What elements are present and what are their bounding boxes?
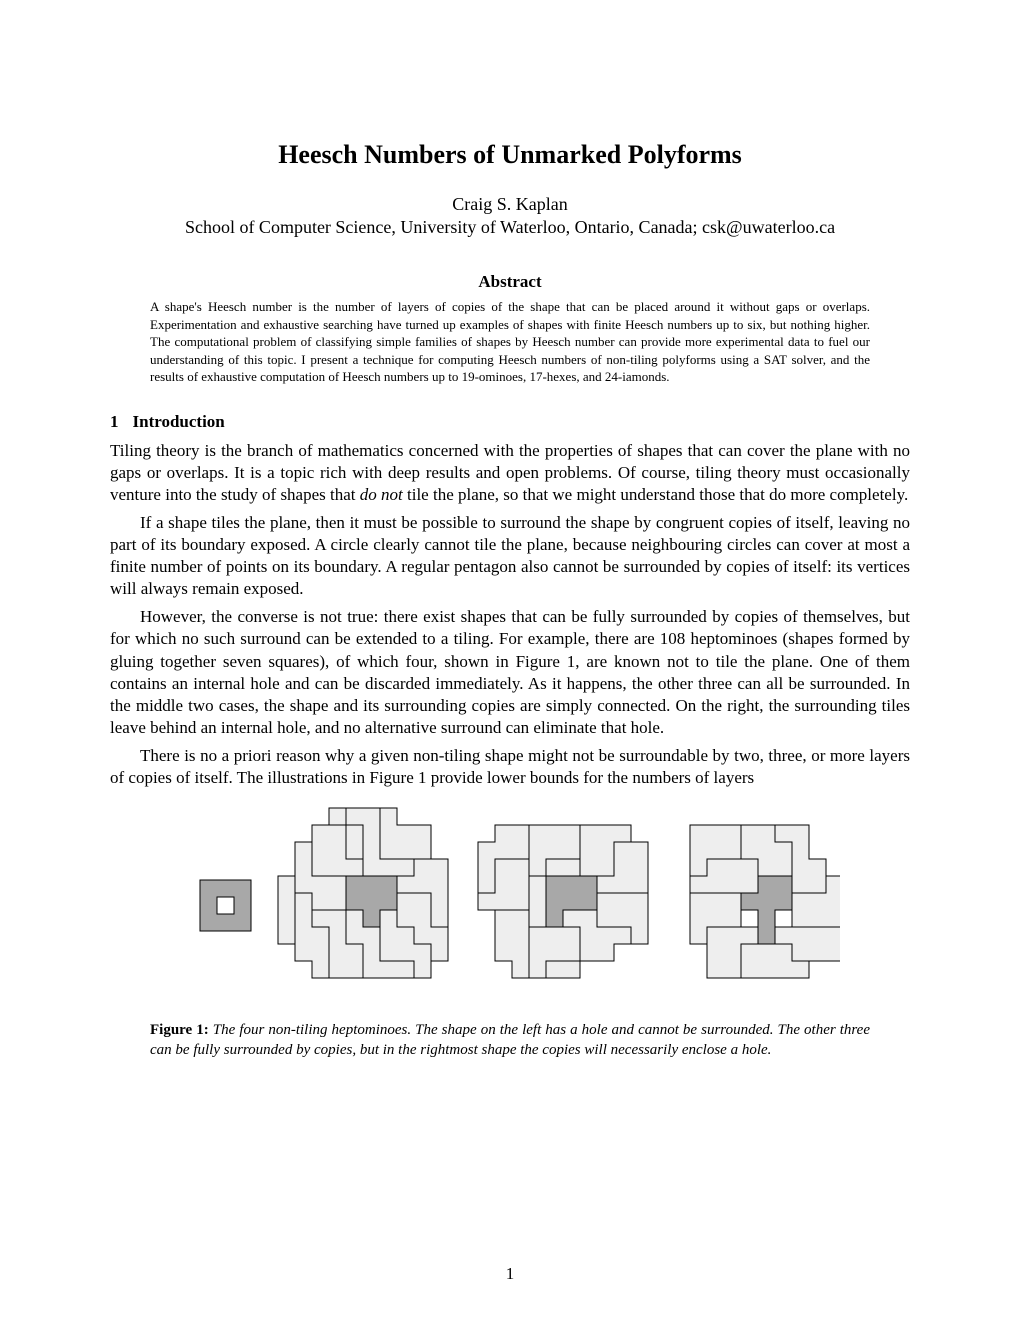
page: Heesch Numbers of Unmarked Polyforms Cra…	[0, 0, 1020, 1320]
figure-label: Figure 1:	[150, 1022, 209, 1038]
page-number: 1	[0, 1264, 1020, 1284]
section-heading: 1 Introduction	[110, 412, 910, 432]
figure-caption-text: The four non-tiling heptominoes. The sha…	[150, 1022, 870, 1058]
section-number: 1	[110, 412, 119, 432]
paper-affiliation: School of Computer Science, University o…	[110, 217, 910, 238]
abstract-heading: Abstract	[110, 272, 910, 292]
body-paragraph-3: However, the converse is not true: there…	[110, 606, 910, 739]
figure-1-svg	[180, 807, 840, 997]
body-paragraph-1: Tiling theory is the branch of mathemati…	[110, 440, 910, 506]
paper-title: Heesch Numbers of Unmarked Polyforms	[110, 140, 910, 170]
figure-1: Figure 1: The four non-tiling heptominoe…	[110, 807, 910, 1060]
body-paragraph-2: If a shape tiles the plane, then it must…	[110, 512, 910, 600]
section-title: Introduction	[133, 412, 225, 431]
paper-author: Craig S. Kaplan	[110, 194, 910, 215]
figure-1-caption: Figure 1: The four non-tiling heptominoe…	[150, 1021, 870, 1060]
body-paragraph-4: There is no a priori reason why a given …	[110, 745, 910, 789]
abstract-text: A shape's Heesch number is the number of…	[150, 298, 870, 386]
